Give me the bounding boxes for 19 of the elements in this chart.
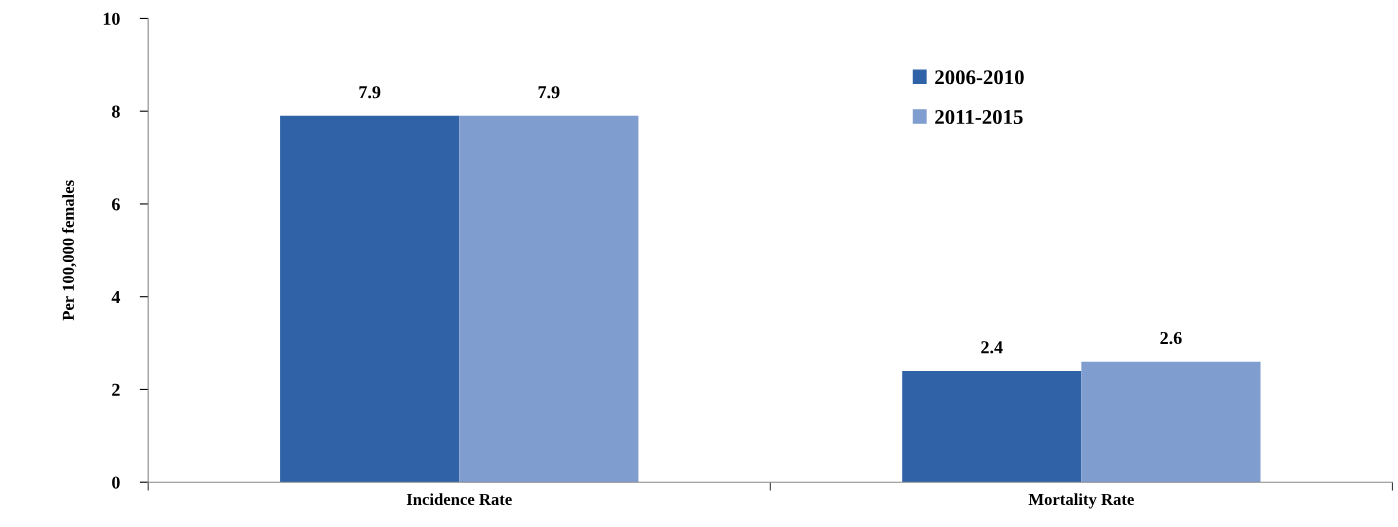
bar (1081, 361, 1261, 483)
bar (459, 115, 639, 483)
x-tick-label: Incidence Rate (406, 493, 512, 506)
bar (902, 370, 1082, 483)
y-tick-label: 10 (103, 12, 120, 25)
y-axis-title: Per 100,000 females (62, 180, 77, 321)
x-tick-label: Mortality Rate (1028, 493, 1134, 509)
data-label: 7.9 (538, 86, 560, 99)
data-label: 7.9 (359, 86, 381, 99)
data-label: 2.6 (1160, 331, 1182, 345)
y-tick-label: 6 (112, 198, 120, 211)
legend-label: 2011-2015 (935, 109, 1023, 125)
y-tick-label: 2 (112, 383, 120, 396)
y-tick-label: 4 (111, 291, 121, 303)
legend-label: 2006-2010 (935, 70, 1024, 85)
y-tick-label: 0 (112, 476, 120, 489)
y-tick-label: 8 (111, 105, 120, 118)
bar (280, 115, 460, 483)
data-label: 2.4 (981, 341, 1003, 354)
